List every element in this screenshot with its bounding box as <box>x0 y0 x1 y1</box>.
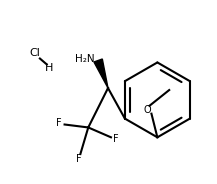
Text: H₂N: H₂N <box>74 54 94 63</box>
Text: O: O <box>144 105 151 115</box>
Text: Cl: Cl <box>29 48 40 58</box>
Text: F: F <box>113 134 119 144</box>
Text: H: H <box>44 63 53 73</box>
Text: F: F <box>56 118 61 128</box>
Text: F: F <box>76 154 81 164</box>
Polygon shape <box>94 59 108 88</box>
